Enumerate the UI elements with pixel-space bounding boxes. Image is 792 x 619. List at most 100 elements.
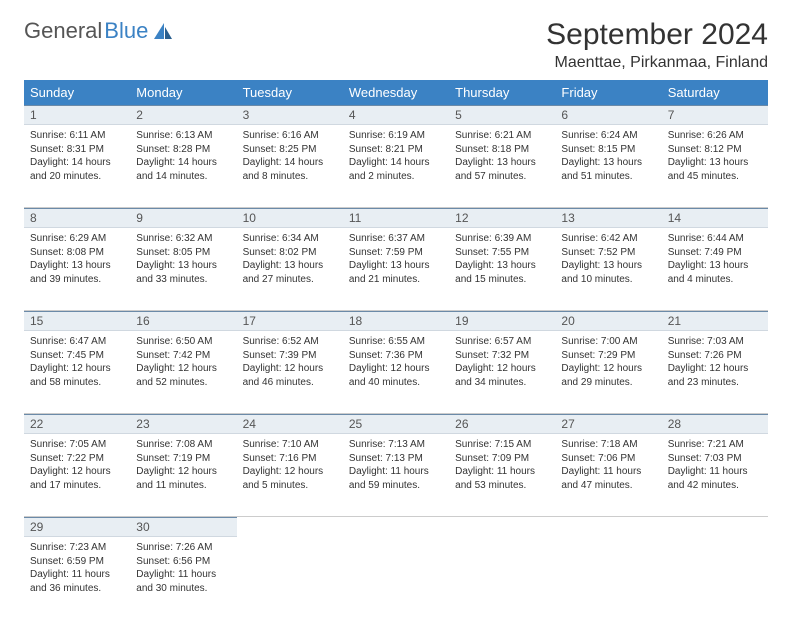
sunrise-text: Sunrise: 6:13 AM [136,129,230,143]
day-header-cell: Thursday [449,80,555,105]
sunset-text: Sunset: 8:08 PM [30,246,124,260]
day-cell: Sunrise: 6:24 AMSunset: 8:15 PMDaylight:… [555,125,661,207]
day-number: 16 [130,311,236,331]
daylight-text: Daylight: 11 hours and 30 minutes. [136,568,230,595]
sunset-text: Sunset: 7:55 PM [455,246,549,260]
daylight-text: Daylight: 13 hours and 45 minutes. [668,156,762,183]
calendar: SundayMondayTuesdayWednesdayThursdayFrid… [24,80,768,619]
daylight-text: Daylight: 12 hours and 52 minutes. [136,362,230,389]
sunset-text: Sunset: 6:59 PM [30,555,124,569]
day-cell: Sunrise: 6:50 AMSunset: 7:42 PMDaylight:… [130,331,236,413]
daylight-text: Daylight: 11 hours and 53 minutes. [455,465,549,492]
sunset-text: Sunset: 8:12 PM [668,143,762,157]
sunset-text: Sunset: 8:31 PM [30,143,124,157]
sunset-text: Sunset: 7:52 PM [561,246,655,260]
day-number-row: 1234567 [24,105,768,125]
day-header-cell: Sunday [24,80,130,105]
day-number: 10 [237,208,343,228]
day-number: 17 [237,311,343,331]
sunset-text: Sunset: 8:18 PM [455,143,549,157]
sunset-text: Sunset: 7:09 PM [455,452,549,466]
day-number: 12 [449,208,555,228]
daylight-text: Daylight: 14 hours and 20 minutes. [30,156,124,183]
day-number: 4 [343,105,449,125]
daylight-text: Daylight: 13 hours and 33 minutes. [136,259,230,286]
day-cell: Sunrise: 7:23 AMSunset: 6:59 PMDaylight:… [24,537,130,619]
sunset-text: Sunset: 7:42 PM [136,349,230,363]
sunrise-text: Sunrise: 6:29 AM [30,232,124,246]
day-number: 8 [24,208,130,228]
day-cell: Sunrise: 7:00 AMSunset: 7:29 PMDaylight:… [555,331,661,413]
day-cell [237,537,343,619]
daylight-text: Daylight: 11 hours and 47 minutes. [561,465,655,492]
day-number: 27 [555,414,661,434]
sunset-text: Sunset: 7:13 PM [349,452,443,466]
sunset-text: Sunset: 8:28 PM [136,143,230,157]
sunrise-text: Sunrise: 6:39 AM [455,232,549,246]
sunset-text: Sunset: 8:15 PM [561,143,655,157]
day-cell [555,537,661,619]
day-number: 26 [449,414,555,434]
sunset-text: Sunset: 8:02 PM [243,246,337,260]
day-number: 11 [343,208,449,228]
sunrise-text: Sunrise: 6:26 AM [668,129,762,143]
title-block: September 2024 Maenttae, Pirkanmaa, Finl… [546,18,768,72]
day-number: 14 [662,208,768,228]
day-cell: Sunrise: 7:03 AMSunset: 7:26 PMDaylight:… [662,331,768,413]
day-cell: Sunrise: 7:08 AMSunset: 7:19 PMDaylight:… [130,434,236,516]
day-cell: Sunrise: 7:26 AMSunset: 6:56 PMDaylight:… [130,537,236,619]
daylight-text: Daylight: 14 hours and 2 minutes. [349,156,443,183]
location: Maenttae, Pirkanmaa, Finland [546,54,768,72]
sunset-text: Sunset: 7:39 PM [243,349,337,363]
week-row: Sunrise: 7:05 AMSunset: 7:22 PMDaylight:… [24,434,768,517]
sunrise-text: Sunrise: 7:03 AM [668,335,762,349]
day-number: 18 [343,311,449,331]
daylight-text: Daylight: 12 hours and 11 minutes. [136,465,230,492]
day-number: 5 [449,105,555,125]
daylight-text: Daylight: 13 hours and 15 minutes. [455,259,549,286]
logo: GeneralBlue [24,18,174,44]
day-number: 20 [555,311,661,331]
day-number: 1 [24,105,130,125]
sunrise-text: Sunrise: 7:26 AM [136,541,230,555]
sunrise-text: Sunrise: 6:57 AM [455,335,549,349]
sunrise-text: Sunrise: 6:32 AM [136,232,230,246]
sunrise-text: Sunrise: 7:21 AM [668,438,762,452]
daylight-text: Daylight: 13 hours and 51 minutes. [561,156,655,183]
daylight-text: Daylight: 12 hours and 58 minutes. [30,362,124,389]
day-header-cell: Tuesday [237,80,343,105]
daylight-text: Daylight: 12 hours and 40 minutes. [349,362,443,389]
logo-text-2: Blue [104,18,148,44]
sunrise-text: Sunrise: 6:55 AM [349,335,443,349]
daylight-text: Daylight: 12 hours and 5 minutes. [243,465,337,492]
day-cell: Sunrise: 6:42 AMSunset: 7:52 PMDaylight:… [555,228,661,310]
day-number: 9 [130,208,236,228]
daylight-text: Daylight: 13 hours and 4 minutes. [668,259,762,286]
day-cell [662,537,768,619]
day-cell: Sunrise: 6:19 AMSunset: 8:21 PMDaylight:… [343,125,449,207]
sunset-text: Sunset: 8:21 PM [349,143,443,157]
day-cell: Sunrise: 6:26 AMSunset: 8:12 PMDaylight:… [662,125,768,207]
day-number: 3 [237,105,343,125]
daylight-text: Daylight: 13 hours and 10 minutes. [561,259,655,286]
sunrise-text: Sunrise: 7:10 AM [243,438,337,452]
day-cell [449,537,555,619]
sunset-text: Sunset: 7:22 PM [30,452,124,466]
day-cell: Sunrise: 7:21 AMSunset: 7:03 PMDaylight:… [662,434,768,516]
sunset-text: Sunset: 7:26 PM [668,349,762,363]
day-number [449,517,555,537]
sunset-text: Sunset: 7:36 PM [349,349,443,363]
daylight-text: Daylight: 14 hours and 14 minutes. [136,156,230,183]
day-number: 23 [130,414,236,434]
day-cell: Sunrise: 6:39 AMSunset: 7:55 PMDaylight:… [449,228,555,310]
daylight-text: Daylight: 12 hours and 23 minutes. [668,362,762,389]
logo-text-1: General [24,18,102,44]
day-cell: Sunrise: 6:34 AMSunset: 8:02 PMDaylight:… [237,228,343,310]
sunset-text: Sunset: 7:06 PM [561,452,655,466]
daylight-text: Daylight: 13 hours and 39 minutes. [30,259,124,286]
week-row: Sunrise: 7:23 AMSunset: 6:59 PMDaylight:… [24,537,768,619]
daylight-text: Daylight: 13 hours and 21 minutes. [349,259,443,286]
daylight-text: Daylight: 12 hours and 29 minutes. [561,362,655,389]
sunrise-text: Sunrise: 7:15 AM [455,438,549,452]
day-header-cell: Friday [555,80,661,105]
